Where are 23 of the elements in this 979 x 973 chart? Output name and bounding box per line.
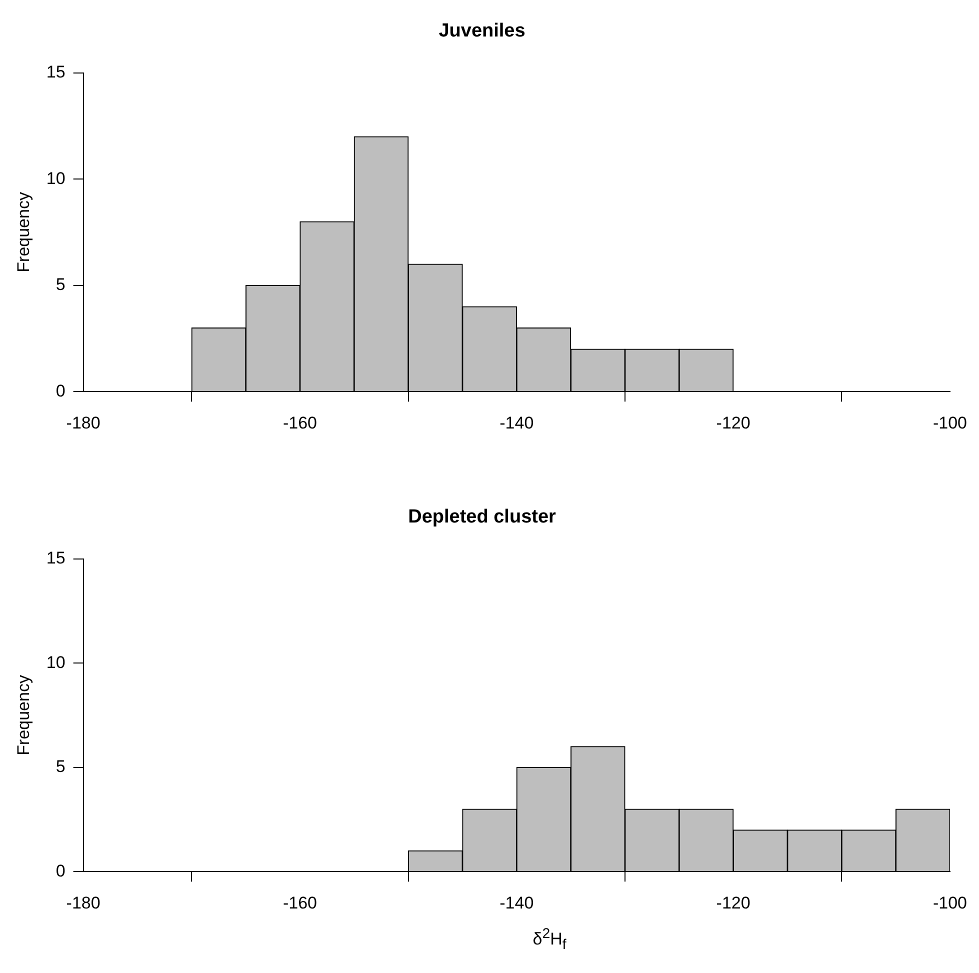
y-tick-label: 10	[46, 168, 66, 188]
y-tick-label: 15	[46, 62, 66, 82]
x-tick-label: -140	[500, 413, 534, 432]
y-tick-label: 0	[56, 861, 66, 880]
x-tick-label: -140	[500, 893, 534, 912]
y-tick-label: 5	[56, 757, 66, 776]
x-tick-label: -180	[66, 413, 100, 432]
x-tick-label: -160	[282, 413, 317, 432]
x-tick-label: -120	[716, 413, 750, 432]
y-axis-title: Frequency	[14, 192, 33, 272]
y-tick-label: 5	[56, 275, 66, 294]
x-tick-label: -100	[932, 893, 968, 912]
x-tick-label: -100	[932, 413, 968, 432]
y-axis-title: Frequency	[14, 674, 33, 756]
y-tick-label: 15	[46, 548, 66, 568]
chart-title: Depleted cluster	[408, 506, 557, 528]
chart-title: Juveniles	[438, 20, 526, 42]
x-axis-title: δ$^{2}$H$_{f}$	[532, 926, 568, 956]
x-tick-label: -180	[66, 893, 100, 912]
x-tick-label: -160	[282, 893, 317, 912]
y-tick-label: 10	[46, 652, 66, 672]
x-tick-label: -120	[716, 893, 750, 912]
y-tick-label: 0	[56, 381, 66, 400]
